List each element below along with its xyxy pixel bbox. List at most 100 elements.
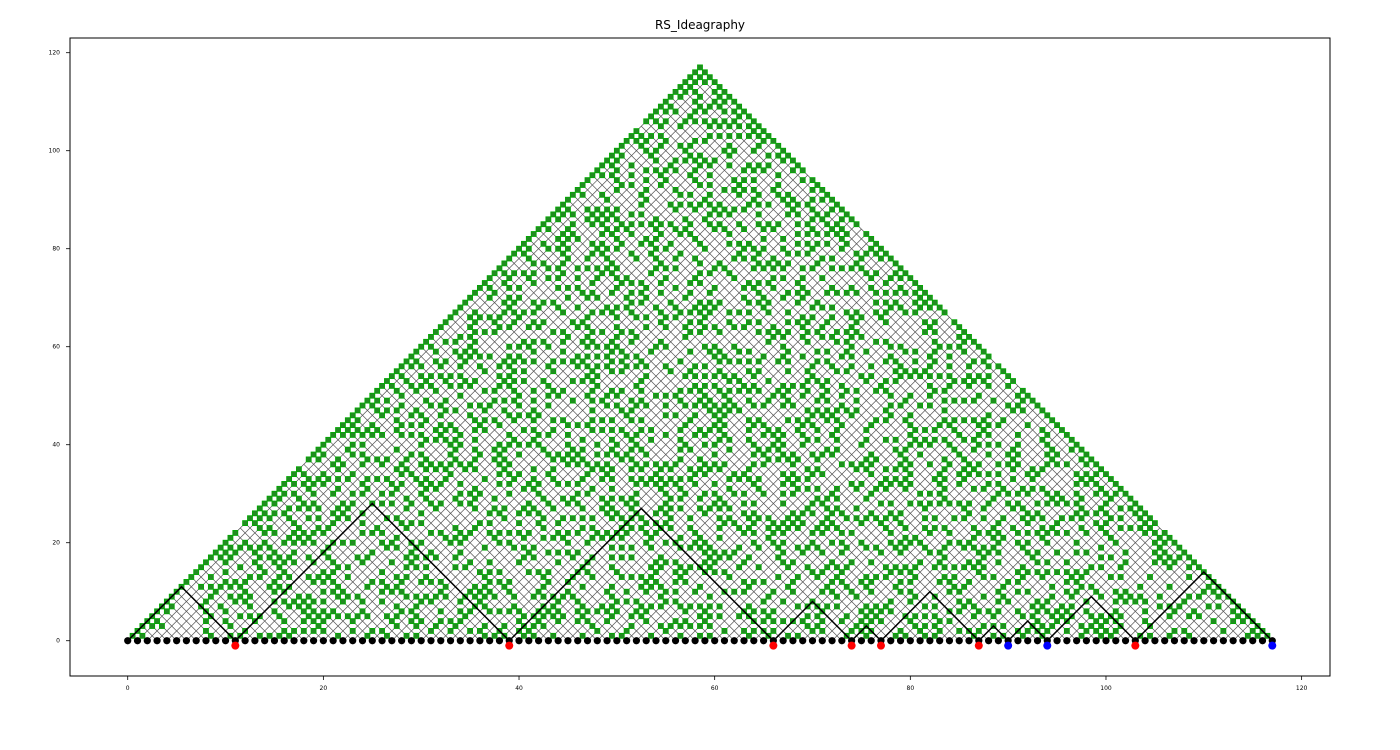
green-node: [814, 574, 821, 580]
green-node: [418, 481, 425, 487]
green-node: [1044, 569, 1051, 576]
green-node: [794, 544, 801, 551]
green-node: [780, 402, 787, 409]
green-node: [653, 108, 659, 115]
green-node: [926, 353, 933, 360]
green-node: [848, 588, 855, 595]
green-node: [975, 392, 982, 399]
green-node: [247, 574, 253, 580]
green-node: [975, 569, 982, 576]
green-node: [1034, 618, 1041, 625]
green-node: [966, 363, 972, 370]
green-node: [1034, 530, 1041, 536]
green-node: [706, 270, 713, 277]
green-node: [374, 387, 381, 394]
green-node: [584, 471, 591, 478]
green-node: [1010, 525, 1016, 531]
green-node: [838, 539, 845, 546]
green-node: [750, 500, 757, 507]
green-node: [530, 436, 537, 443]
green-node: [609, 260, 615, 267]
green-node: [496, 569, 503, 576]
green-node: [315, 515, 322, 522]
green-node: [609, 485, 615, 492]
green-node: [809, 373, 816, 380]
green-node: [746, 162, 752, 169]
green-node: [961, 456, 968, 463]
green-node: [613, 157, 620, 164]
green-node: [653, 392, 659, 399]
green-node: [1054, 608, 1060, 615]
green-node: [276, 574, 283, 580]
green-node: [1015, 530, 1021, 536]
red-marker: [1131, 641, 1140, 650]
baseline-node: [1200, 637, 1208, 645]
green-node: [726, 505, 733, 512]
green-node: [931, 564, 938, 571]
green-node: [413, 358, 420, 365]
green-node: [711, 118, 718, 125]
green-node: [594, 383, 601, 389]
green-node: [726, 211, 733, 218]
green-node: [633, 598, 640, 605]
green-node: [814, 397, 821, 404]
green-node: [657, 583, 664, 590]
green-node: [1029, 603, 1036, 610]
green-node: [692, 108, 699, 115]
green-node: [804, 201, 811, 208]
green-node: [882, 387, 889, 394]
green-node: [1181, 549, 1188, 556]
green-node: [677, 603, 684, 610]
green-node: [780, 265, 787, 272]
green-node: [931, 348, 938, 355]
green-node: [638, 211, 645, 218]
green-node: [716, 133, 723, 139]
green-node: [917, 451, 924, 458]
green-node: [320, 471, 327, 478]
green-node: [638, 397, 645, 404]
green-node: [1024, 471, 1031, 478]
green-node: [506, 383, 513, 389]
green-node: [980, 574, 987, 580]
green-node: [961, 603, 968, 610]
green-node: [829, 579, 835, 585]
green-node: [667, 466, 674, 473]
green-node: [501, 505, 508, 512]
green-node: [697, 182, 703, 188]
green-node: [922, 299, 928, 306]
green-node: [995, 441, 1002, 448]
green-node: [1049, 613, 1056, 620]
green-node: [305, 613, 312, 620]
green-node: [1010, 407, 1016, 414]
green-node: [721, 402, 728, 409]
green-node: [995, 422, 1002, 429]
green-node: [931, 623, 938, 629]
green-node: [824, 289, 831, 296]
green-node: [760, 451, 767, 458]
baseline-node: [730, 637, 738, 645]
green-node: [398, 471, 405, 478]
green-node: [902, 476, 909, 482]
green-node: [701, 363, 708, 370]
green-node: [824, 240, 831, 247]
plot-frame: [69, 37, 1331, 677]
green-node: [481, 593, 488, 600]
x-tick-label: 20: [320, 685, 328, 692]
green-node: [481, 574, 488, 580]
red-marker: [847, 641, 856, 650]
green-node: [755, 368, 762, 375]
green-node: [374, 525, 381, 531]
green-node: [266, 544, 273, 551]
green-node: [878, 618, 884, 625]
green-node: [472, 583, 478, 590]
green-node: [794, 456, 801, 463]
green-node: [540, 260, 547, 267]
green-node: [741, 530, 747, 536]
green-node: [716, 613, 723, 620]
green-node: [716, 103, 723, 110]
green-node: [388, 373, 395, 380]
green-node: [535, 304, 542, 311]
green-node: [897, 539, 904, 546]
green-node: [256, 554, 263, 561]
green-node: [956, 588, 963, 595]
